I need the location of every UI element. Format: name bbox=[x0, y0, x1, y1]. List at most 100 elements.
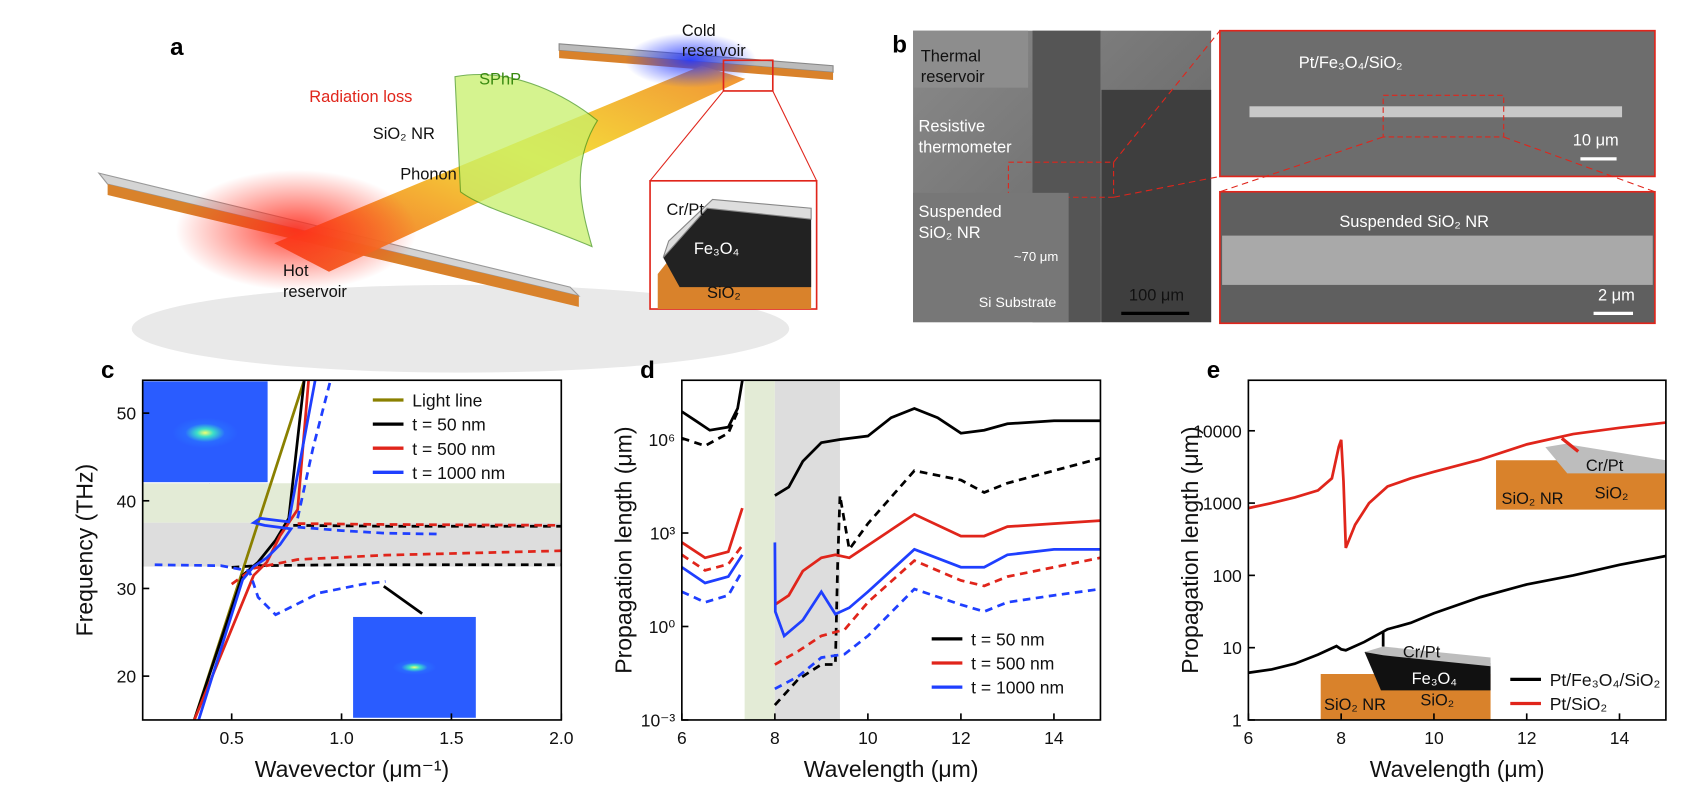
panel-c-insets bbox=[142, 381, 476, 718]
series-line bbox=[1248, 554, 1666, 675]
y-tick-label: 1 bbox=[1232, 711, 1242, 731]
series-line bbox=[681, 380, 1101, 497]
legend-label: t = 500 nm bbox=[971, 654, 1054, 674]
label: SiO₂ NR bbox=[1324, 696, 1386, 714]
panel-label: a bbox=[170, 34, 184, 61]
panel-label: d bbox=[640, 357, 655, 384]
x-tick-label: 10 bbox=[1424, 728, 1444, 748]
label: Suspended bbox=[919, 203, 1002, 221]
y-tick-label: 10000 bbox=[1193, 421, 1242, 441]
series-line bbox=[193, 380, 310, 720]
y-tick-label: 1000 bbox=[1203, 494, 1242, 514]
series-line bbox=[1248, 421, 1666, 549]
x-tick-label: 8 bbox=[770, 728, 780, 748]
label: Fe₃O₄ bbox=[694, 240, 740, 258]
x-axis-label: Wavelength (μm) bbox=[804, 756, 979, 782]
label: reservoir bbox=[921, 68, 985, 86]
label: Si Substrate bbox=[979, 295, 1057, 311]
x-tick-label: 8 bbox=[1336, 728, 1346, 748]
y-tick-label: 10⁶ bbox=[649, 430, 676, 450]
x-axis-label: Wavevector (μm⁻¹) bbox=[255, 756, 450, 782]
label: Thermal bbox=[921, 47, 981, 65]
label: SiO₂ bbox=[707, 284, 741, 302]
label: Radiation loss bbox=[309, 88, 412, 106]
label: Cr/Pt bbox=[1586, 457, 1624, 475]
band bbox=[744, 380, 775, 720]
label: SPhP bbox=[479, 70, 521, 88]
y-tick-label: 40 bbox=[117, 491, 137, 511]
y-axis-label: Frequency (THz) bbox=[71, 464, 97, 637]
y-tick-label: 10⁻³ bbox=[641, 711, 676, 731]
panel-a: a Radiation loss SPhP SiO₂ NR Phonon Col… bbox=[97, 22, 834, 373]
band bbox=[774, 380, 840, 720]
legend-label: Light line bbox=[412, 391, 482, 411]
legend-label: t = 50 nm bbox=[971, 629, 1045, 649]
series-line bbox=[681, 570, 1101, 691]
label: Hot bbox=[283, 262, 309, 280]
series-line bbox=[154, 380, 441, 617]
x-tick-label: 2.0 bbox=[549, 728, 574, 748]
label: thermometer bbox=[919, 138, 1013, 156]
label: reservoir bbox=[283, 283, 347, 301]
y-tick-label: 10 bbox=[1222, 638, 1242, 658]
scale-label: 100 μm bbox=[1129, 286, 1184, 304]
x-tick-label: 12 bbox=[951, 728, 970, 748]
label: SiO₂ NR bbox=[1502, 490, 1564, 508]
band bbox=[142, 522, 562, 567]
chart: 6 8 10 12 14 1 10 100 1000 10000 e Wavelength (μm) P… bbox=[1177, 357, 1667, 782]
y-tick-label: 10³ bbox=[650, 524, 675, 544]
label: Phonon bbox=[400, 166, 457, 184]
y-tick-label: 50 bbox=[117, 404, 137, 424]
label: Resistive bbox=[919, 118, 986, 136]
chart: 6 8 10 12 14 10⁻³ 10⁰ 10³ 10⁶ d Wavelength (μm) Pro… bbox=[610, 357, 1102, 782]
label: SiO₂ bbox=[1595, 485, 1629, 503]
plot-frame bbox=[681, 379, 1102, 721]
x-tick-label: 1.5 bbox=[439, 728, 463, 748]
legend-label: t = 50 nm bbox=[412, 415, 486, 435]
series-line bbox=[681, 411, 1101, 706]
x-tick-label: 1.0 bbox=[329, 728, 354, 748]
x-tick-label: 6 bbox=[1244, 728, 1254, 748]
x-tick-label: 10 bbox=[858, 728, 878, 748]
legend-label: Pt/Fe₃O₄/SiO₂ bbox=[1550, 670, 1661, 690]
label: Suspended SiO₂ NR bbox=[1339, 213, 1489, 231]
series-line bbox=[193, 380, 306, 720]
panel-label: b bbox=[892, 32, 907, 59]
panel-label: e bbox=[1207, 357, 1220, 384]
series-line bbox=[231, 523, 562, 569]
y-tick-label: 100 bbox=[1213, 566, 1242, 586]
label: SiO₂ NR bbox=[373, 125, 435, 143]
legend-label: t = 1000 nm bbox=[412, 463, 505, 483]
label: SiO₂ NR bbox=[919, 224, 981, 242]
y-tick-label: 10⁰ bbox=[649, 617, 676, 637]
series-line bbox=[681, 507, 1101, 606]
label: Pt/Fe₃O₄/SiO₂ bbox=[1299, 54, 1403, 72]
label: ~70 μm bbox=[1014, 249, 1059, 264]
label: Cr/Pt bbox=[1403, 644, 1441, 662]
y-axis-label: Propagation length (μm) bbox=[1177, 426, 1203, 673]
y-tick-label: 20 bbox=[117, 667, 137, 687]
label: Fe₃O₄ bbox=[1412, 670, 1458, 688]
plot-frame bbox=[1247, 379, 1667, 721]
x-tick-label: 12 bbox=[1517, 728, 1536, 748]
x-tick-label: 14 bbox=[1044, 728, 1064, 748]
panel-e-insets: Cr/Pt SiO₂ NR SiO₂ Cr/Pt Fe₃O₄ SiO₂ NR S… bbox=[1320, 437, 1666, 720]
series-line bbox=[681, 542, 1101, 639]
scale-label: 2 μm bbox=[1598, 286, 1635, 304]
y-axis-label: Propagation length (μm) bbox=[610, 426, 636, 673]
series-line bbox=[681, 544, 1101, 666]
chart: 0.5 1.0 1.5 2.0 20 30 40 50c Wavevector (μm⁻¹) Fr… bbox=[71, 357, 573, 782]
x-axis-label: Wavelength (μm) bbox=[1370, 756, 1545, 782]
x-tick-label: 0.5 bbox=[220, 728, 244, 748]
legend-label: t = 1000 nm bbox=[971, 678, 1064, 698]
label: reservoir bbox=[682, 42, 746, 60]
plot-frame bbox=[141, 379, 563, 721]
scale-label: 10 μm bbox=[1573, 132, 1619, 150]
panel-b: b Thermal reservoir Resistive thermomete… bbox=[892, 29, 1656, 325]
label: Cold bbox=[682, 22, 716, 40]
band bbox=[142, 483, 562, 523]
y-tick-label: 30 bbox=[117, 579, 137, 599]
label: SiO₂ bbox=[1420, 692, 1454, 710]
label: Cr/Pt bbox=[666, 201, 704, 219]
